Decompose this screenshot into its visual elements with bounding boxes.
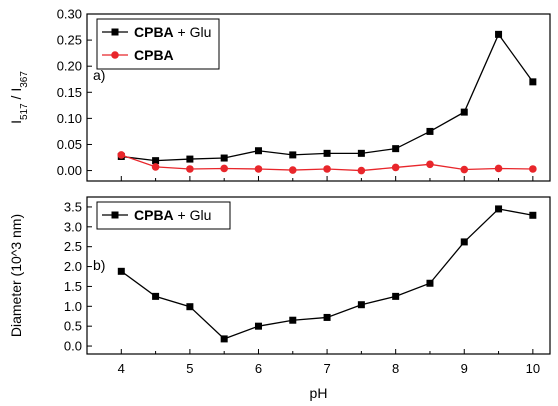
y-tick-label: 0.0 xyxy=(64,339,82,354)
data-point xyxy=(254,165,263,173)
data-point xyxy=(152,157,160,165)
y-tick-label: 0.5 xyxy=(64,319,82,334)
x-tick-label: 9 xyxy=(461,361,468,376)
y-tick-label: 0.10 xyxy=(57,111,82,126)
y-title-part: / I xyxy=(8,88,24,104)
data-point xyxy=(460,238,468,246)
x-tick-label: 6 xyxy=(255,361,262,376)
data-point xyxy=(392,145,400,153)
data-point xyxy=(495,30,503,38)
legend-label-bold: CPBA xyxy=(134,24,174,40)
legend-label-rest: + Glu xyxy=(174,24,212,40)
data-point xyxy=(391,163,400,172)
data-point xyxy=(186,155,194,163)
data-point xyxy=(254,322,262,330)
legend-box xyxy=(96,18,220,70)
y-tick-label: 0.25 xyxy=(57,33,82,48)
data-point xyxy=(460,165,469,174)
x-tick-label: 8 xyxy=(392,361,399,376)
y-title-subscript: 517 xyxy=(19,103,30,120)
data-point xyxy=(323,149,331,157)
legend-marker xyxy=(111,51,119,59)
plot-frame xyxy=(86,13,551,182)
legend-marker xyxy=(111,28,119,36)
data-point xyxy=(289,151,297,159)
data-point xyxy=(220,154,228,162)
data-point xyxy=(186,165,194,173)
data-point xyxy=(254,147,262,155)
data-point xyxy=(495,205,503,213)
data-point xyxy=(117,267,125,275)
data-point xyxy=(117,151,126,159)
data-point xyxy=(460,108,468,116)
data-point xyxy=(357,301,365,309)
x-tick-label: 4 xyxy=(118,361,125,376)
y-tick-label: 2.5 xyxy=(64,239,82,254)
legend-label-bold: CPBA xyxy=(134,207,174,223)
y-title-subscript: 367 xyxy=(19,71,30,88)
y-tick-label: 0.05 xyxy=(57,137,82,152)
data-point xyxy=(529,211,537,219)
panel-label: a) xyxy=(93,67,105,83)
x-tick-label: 5 xyxy=(186,361,193,376)
y-tick-label: 3.5 xyxy=(64,199,82,214)
legend-label: CPBA + Glu xyxy=(134,24,211,40)
data-point xyxy=(494,164,503,173)
data-point xyxy=(529,78,537,86)
legend-label-bold: CPBA xyxy=(134,47,174,63)
y-tick-label: 0.00 xyxy=(57,163,82,178)
y-tick-label: 0.20 xyxy=(57,59,82,74)
data-point xyxy=(152,292,160,300)
legend-marker xyxy=(111,211,119,219)
data-point xyxy=(357,166,366,175)
data-point xyxy=(151,163,160,171)
data-point xyxy=(220,335,228,343)
chart-panel-a: 0.00 0.05 0.10 0.15 0.20 0.25 0.30 I517 / I367 a… xyxy=(8,7,551,182)
y-tick-label: 3.0 xyxy=(64,219,82,234)
legend-label: CPBA + Glu xyxy=(134,207,211,223)
x-tick-label: 10 xyxy=(526,361,540,376)
data-point xyxy=(392,292,400,300)
data-point xyxy=(426,127,434,135)
data-point xyxy=(426,279,434,287)
data-point xyxy=(289,316,297,324)
y-tick-label: 2.0 xyxy=(64,259,82,274)
x-tick-label: 7 xyxy=(323,361,330,376)
data-point xyxy=(323,313,331,321)
y-tick-label: 0.30 xyxy=(57,7,82,22)
y-axis-title: I517 / I367 xyxy=(8,71,30,124)
data-point xyxy=(426,160,434,169)
y-tick-label: 0.15 xyxy=(57,85,82,100)
y-tick-label: 1.5 xyxy=(64,279,82,294)
chart-panel-b: 0.0 0.5 1.0 1.5 2.0 2.5 3.0 3.5 4 5 6 7 8 9 10 pH Diamet… xyxy=(8,196,551,401)
legend-label: CPBA xyxy=(134,47,174,63)
y-title-part: I xyxy=(8,120,24,124)
legend-label-rest: + Glu xyxy=(174,207,212,223)
data-point xyxy=(529,165,537,173)
plot-frame xyxy=(86,196,551,355)
data-point xyxy=(220,164,228,173)
data-point xyxy=(186,303,194,311)
y-tick-label: 1.0 xyxy=(64,299,82,314)
x-axis-title: pH xyxy=(310,385,328,401)
y-axis-title: Diameter (10^3 nm) xyxy=(8,214,24,337)
data-point xyxy=(323,165,331,173)
data-point xyxy=(288,166,297,174)
panel-label: b) xyxy=(93,257,105,273)
data-point xyxy=(357,149,365,157)
